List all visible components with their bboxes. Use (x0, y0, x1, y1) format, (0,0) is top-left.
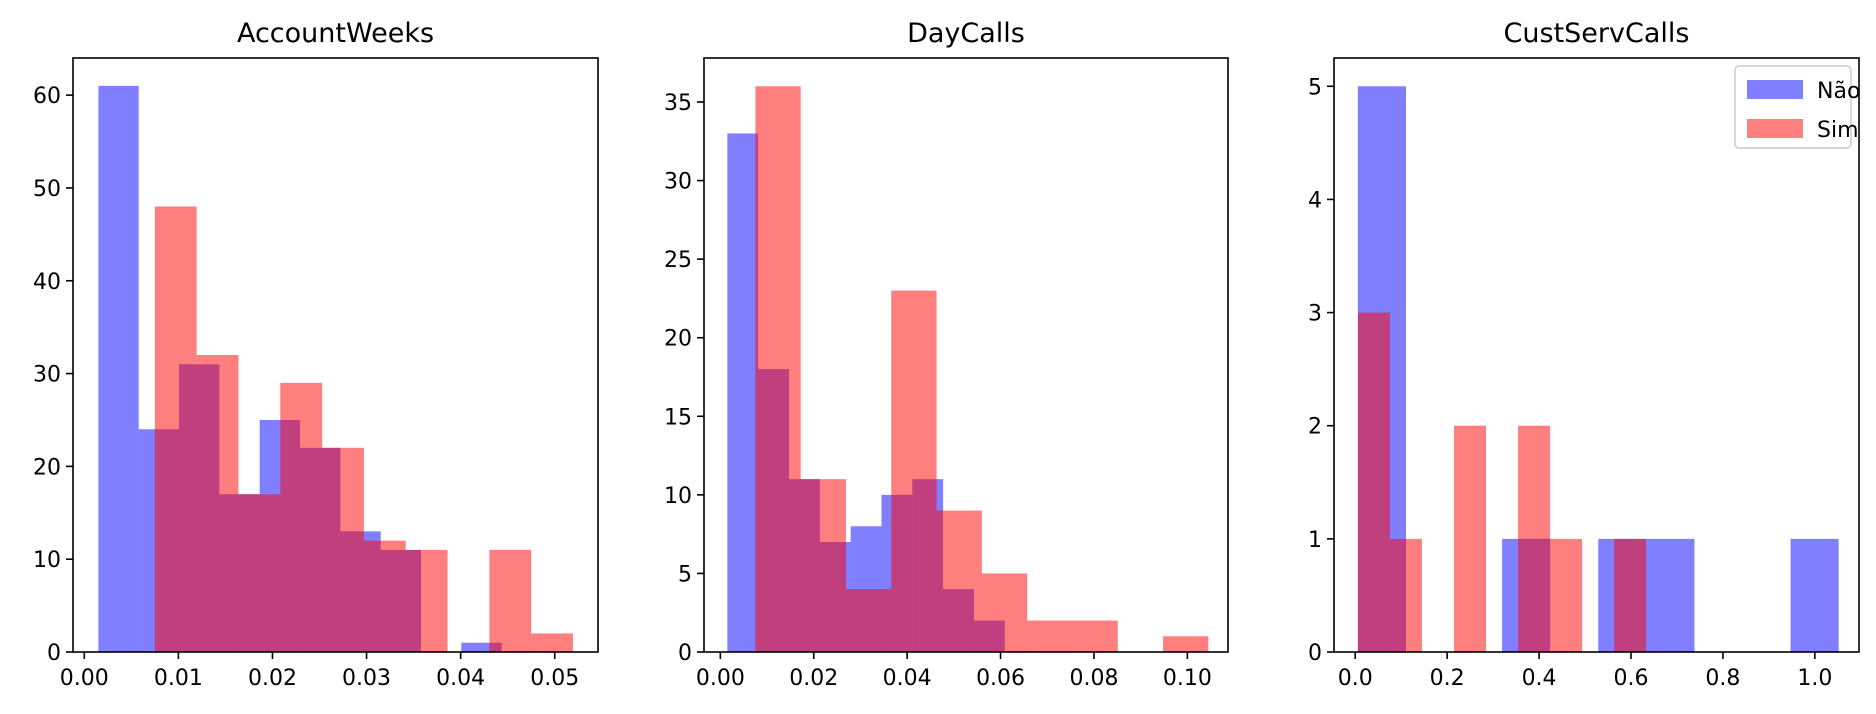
x-tick-label: 0.6 (1613, 666, 1648, 691)
histogram-bars (727, 86, 1209, 653)
histogram-bar-series-2 (531, 633, 573, 652)
x-tick-label: 0.05 (530, 666, 579, 691)
x-tick-label: 0.04 (883, 666, 932, 691)
y-tick-label: 40 (33, 270, 61, 295)
histogram-bar-series-2 (1163, 636, 1209, 652)
subplot-custservcalls: CustServCalls 0.0 0.2 0.4 0.6 0.8 1.0 012345 … (1308, 18, 1860, 691)
y-tick-label: 10 (33, 548, 61, 573)
histogram-bar-series-2 (238, 494, 281, 652)
x-axis-ticks: 0.00 0.01 0.02 0.03 0.04 0.05 (60, 652, 579, 691)
legend: Não Sim (1734, 65, 1860, 149)
y-tick-label: 0 (1308, 641, 1322, 666)
histogram-bar-series-1 (1646, 538, 1695, 652)
histogram-bar-series-2 (1454, 425, 1487, 652)
x-tick-label: 0.4 (1522, 666, 1557, 691)
y-tick-label: 30 (33, 363, 61, 388)
axes-frame (72, 57, 599, 653)
histogram-bar-series-2 (800, 479, 846, 652)
legend-swatch-nao (1747, 80, 1803, 99)
y-tick-label: 5 (1308, 75, 1322, 100)
x-tick-label: 1.0 (1797, 666, 1832, 691)
y-tick-label: 0 (47, 641, 61, 666)
legend-label-sim: Sim (1817, 118, 1859, 143)
y-axis-ticks: 0 1 2 3 4 5 (1308, 75, 1334, 666)
x-tick-label: 0.8 (1705, 666, 1740, 691)
x-tick-label: 0.01 (154, 666, 203, 691)
histogram-bar-series-2 (845, 589, 892, 652)
y-tick-label: 25 (664, 248, 692, 273)
histogram-bar-series-1 (1790, 538, 1839, 652)
y-tick-label: 3 (1308, 302, 1322, 327)
histogram-bar-series-2 (1614, 538, 1647, 652)
y-tick-label: 30 (664, 170, 692, 195)
x-tick-label: 0.08 (1069, 666, 1118, 691)
x-tick-label: 0.2 (1430, 666, 1465, 691)
y-tick-label: 15 (664, 405, 692, 430)
histogram-bar-series-2 (981, 573, 1028, 652)
histogram-bar-series-1 (98, 85, 139, 652)
y-tick-label: 20 (664, 327, 692, 352)
histogram-bar-series-2 (280, 382, 323, 652)
y-tick-label: 35 (664, 91, 692, 116)
y-tick-label: 50 (33, 177, 61, 202)
y-tick-label: 20 (33, 455, 61, 480)
y-axis-ticks: 0 10 20 30 40 50 60 (33, 84, 73, 666)
x-tick-label: 0.00 (60, 666, 109, 691)
histogram-bar-series-1 (461, 642, 502, 652)
x-tick-label: 0.06 (976, 666, 1025, 691)
histogram-bar-series-1 (727, 133, 759, 652)
histogram-bar-series-2 (405, 549, 448, 652)
histogram-bar-series-2 (363, 540, 406, 652)
x-tick-label: 0.10 (1163, 666, 1212, 691)
histogram-bar-series-2 (936, 510, 982, 652)
histogram-bar-series-2 (489, 549, 532, 652)
x-tick-label: 0.0 (1338, 666, 1373, 691)
legend-label-nao: Não (1817, 79, 1860, 104)
x-axis-ticks: 0.00 0.02 0.04 0.06 0.08 0.10 (696, 652, 1212, 691)
histogram-bar-series-2 (1550, 538, 1583, 652)
histogram-bar-series-2 (322, 447, 364, 652)
legend-swatch-sim (1747, 119, 1803, 138)
histogram-bar-series-2 (1518, 425, 1551, 652)
subplot-title: CustServCalls (1504, 18, 1690, 49)
histogram-bar-series-2 (154, 206, 197, 652)
y-axis-ticks: 0 5 10 15 20 25 30 35 (664, 91, 704, 666)
histogram-bar-series-2 (891, 290, 937, 652)
histogram-bar-series-2 (196, 355, 239, 652)
y-tick-label: 2 (1308, 415, 1322, 440)
x-tick-label: 0.02 (248, 666, 297, 691)
y-tick-label: 1 (1308, 528, 1322, 553)
x-tick-label: 0.02 (789, 666, 838, 691)
histogram-bars (1357, 86, 1839, 653)
subplot-daycalls: DayCalls 0.00 0.02 0.04 0.06 0.08 0.10 0 5 10 15… (664, 18, 1229, 691)
subplot-accountweeks: AccountWeeks 0.00 0.01 0.02 0.03 0.04 0.05 0 1… (33, 18, 599, 691)
histogram-bar-series-2 (1357, 312, 1390, 652)
x-axis-ticks: 0.0 0.2 0.4 0.6 0.8 1.0 (1338, 652, 1832, 691)
y-tick-label: 4 (1308, 188, 1322, 213)
y-tick-label: 5 (678, 562, 692, 587)
histogram-bar-series-2 (1027, 620, 1073, 652)
y-tick-label: 10 (664, 484, 692, 509)
x-tick-label: 0.04 (436, 666, 485, 691)
histogram-bars (98, 85, 573, 652)
subplot-title: AccountWeeks (237, 18, 434, 49)
axes-frame (1333, 57, 1860, 653)
histogram-bar-series-2 (1389, 538, 1422, 652)
subplot-title: DayCalls (907, 18, 1025, 49)
histogram-bar-series-2 (1072, 620, 1118, 652)
x-tick-label: 0.03 (342, 666, 391, 691)
y-tick-label: 0 (678, 641, 692, 666)
y-tick-label: 60 (33, 84, 61, 109)
axes-frame (703, 57, 1229, 653)
histogram-bar-series-2 (755, 86, 801, 653)
x-tick-label: 0.00 (696, 666, 745, 691)
